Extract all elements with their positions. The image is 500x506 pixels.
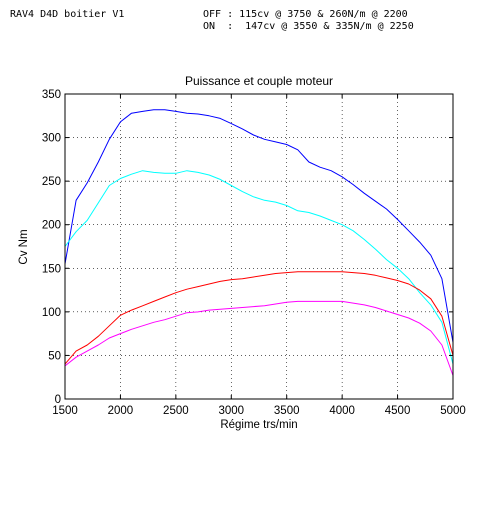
y-tick-label: 300 [42,133,61,145]
y-tick-label: 200 [42,220,61,232]
series-line-1 [64,109,454,343]
y-tick-label: 350 [42,89,61,101]
plot-frame [64,93,454,400]
y-tick-label: 250 [42,176,61,188]
x-tick-label: 2500 [163,405,189,417]
series-line-3 [64,271,454,365]
x-tick-label: 4000 [329,405,355,417]
x-tick-label: 4500 [385,405,411,417]
x-tick-label: 5000 [440,405,466,417]
y-tick-label: 100 [42,307,61,319]
y-tick-label: 0 [55,394,61,406]
x-tick-label: 2000 [108,405,134,417]
series-lines [64,109,454,376]
header-line-2: ON : 147cv @ 3550 & 335N/m @ 2250 [203,21,414,32]
y-tick-label: 150 [42,263,61,275]
header-line-1: OFF : 115cv @ 3750 & 260N/m @ 2200 [203,9,408,20]
x-tick-label: 1500 [52,405,78,417]
x-tick-label: 3500 [274,405,300,417]
x-axis-label: Régime trs/min [220,419,297,431]
chart-title: Puissance et couple moteur [185,74,333,88]
y-axis-label: Cv Nm [18,229,30,264]
header-left-text: RAV4 D4D boitier V1 [10,9,125,20]
grid [65,94,453,399]
y-tick-label: 50 [48,350,61,362]
series-line-2 [64,170,454,365]
x-tick-label: 3000 [218,405,244,417]
series-line-4 [64,300,454,376]
axis-ticks: 1500 2000 2500 3000 3500 4000 4500 5000 0 50 100 15… [42,89,466,417]
